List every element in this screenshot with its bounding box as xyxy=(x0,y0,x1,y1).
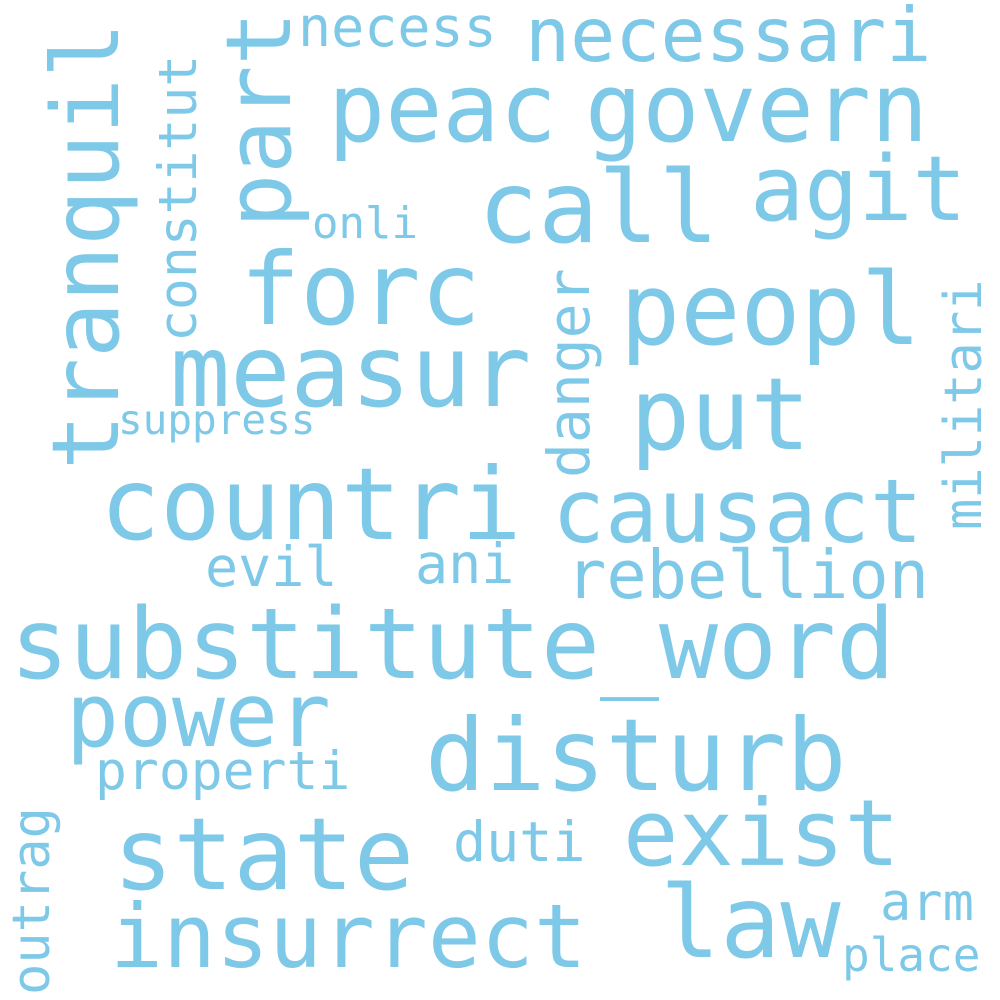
word-tranquil: tranquil xyxy=(32,22,140,470)
word-forc: forc xyxy=(240,231,481,348)
word-law: law xyxy=(660,864,841,981)
word-part: part xyxy=(207,11,312,228)
word-danger: danger xyxy=(535,268,603,478)
word-militari: militari xyxy=(934,279,994,530)
word-rebellion: rebellion xyxy=(566,536,930,614)
word-call: call xyxy=(478,149,719,266)
word-arm: arm xyxy=(880,873,974,933)
word-power: power xyxy=(66,664,331,767)
word-peopl: peopl xyxy=(620,251,922,368)
word-onli: onli xyxy=(312,198,418,249)
word-place: place xyxy=(842,928,981,982)
word-causact: causact xyxy=(552,460,923,563)
word-exist: exist xyxy=(623,780,900,887)
word-countri: countri xyxy=(100,446,522,563)
word-suppress: suppress xyxy=(118,396,316,444)
word-necess: necess xyxy=(298,0,497,59)
word-duti: duti xyxy=(453,810,586,874)
word-agit: agit xyxy=(750,137,967,242)
word-govern: govern xyxy=(585,54,929,164)
word-constitut: constitut xyxy=(148,54,209,342)
word-measur: measur xyxy=(170,313,532,430)
word-evil: evil xyxy=(205,535,338,599)
word-outrag: outrag xyxy=(2,807,62,995)
word-peac: peac xyxy=(328,54,557,164)
word-state: state xyxy=(113,796,415,913)
word-substitute-word: substitute_word xyxy=(10,588,896,702)
word-ani: ani xyxy=(415,532,515,596)
word-disturb: disturb xyxy=(425,697,847,814)
word-insurrect: insurrect xyxy=(110,885,587,988)
word-properti: properti xyxy=(95,741,351,802)
word-necessari: necessari xyxy=(525,0,932,79)
word-put: put xyxy=(630,356,811,473)
